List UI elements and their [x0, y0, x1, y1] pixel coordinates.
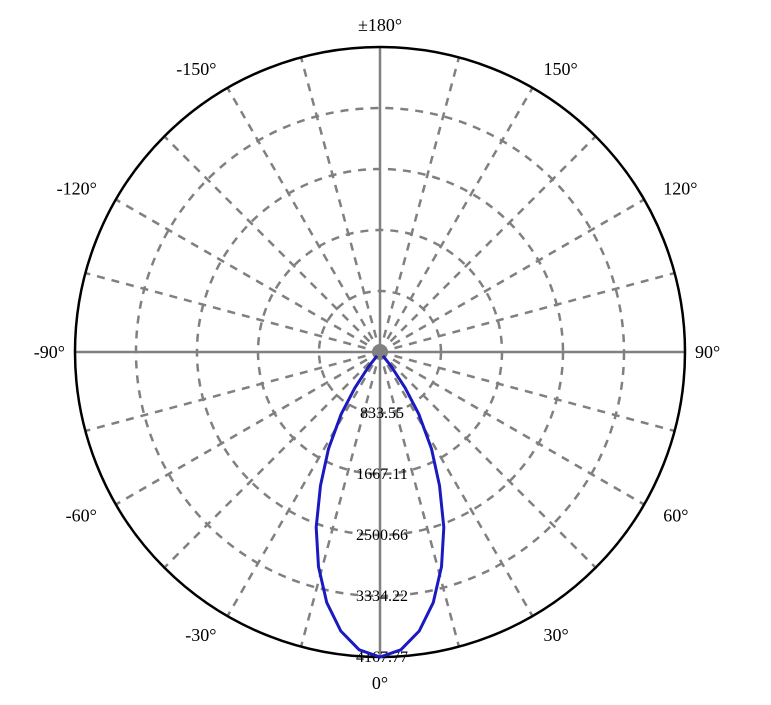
radial-tick-label: 1667.11: [356, 466, 407, 483]
angle-tick-label: -30°: [185, 625, 216, 645]
angle-tick-label: -120°: [57, 179, 97, 199]
angle-tick-label: -60°: [66, 506, 97, 526]
angle-tick-label: 60°: [663, 506, 688, 526]
polar-chart: 833.551667.112500.663334.224167.77 0°30°…: [0, 0, 771, 705]
angle-tick-label: 30°: [544, 625, 569, 645]
radial-tick-label: 833.55: [360, 405, 404, 422]
center-dot: [375, 347, 385, 357]
angle-tick-label: 150°: [544, 59, 578, 79]
angle-tick-label: 90°: [695, 342, 720, 362]
radial-tick-labels: 833.551667.112500.663334.224167.77: [356, 405, 408, 666]
radial-tick-label: 3334.22: [356, 588, 408, 605]
angle-tick-label: 120°: [663, 179, 697, 199]
radial-tick-label: 2500.66: [356, 527, 408, 544]
angle-tick-label: 0°: [372, 673, 388, 693]
angle-tick-label: ±180°: [358, 15, 402, 35]
angle-tick-label: -90°: [34, 342, 65, 362]
angle-tick-label: -150°: [176, 59, 216, 79]
